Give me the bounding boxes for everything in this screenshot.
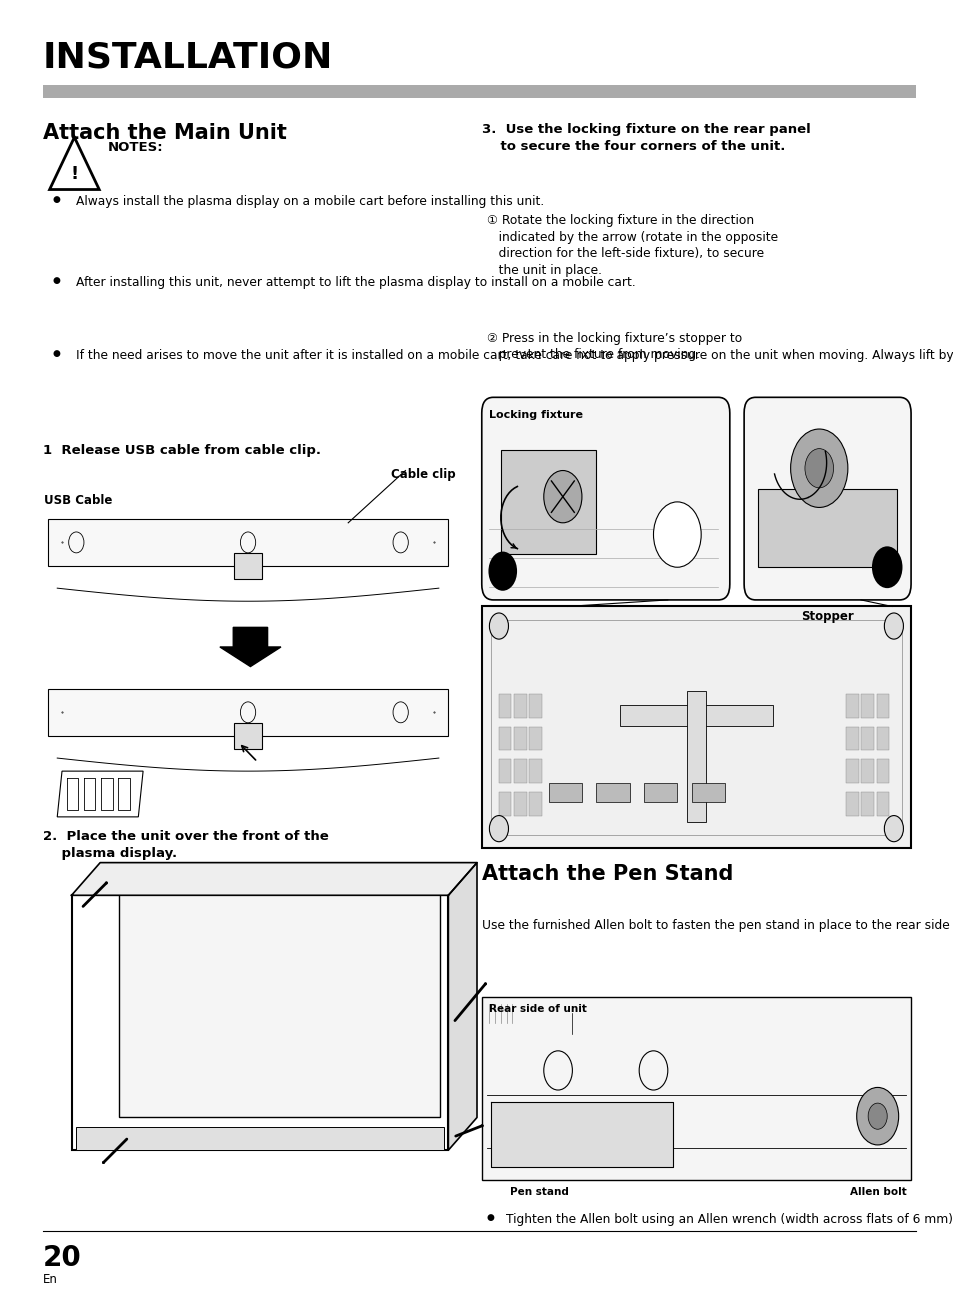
- FancyBboxPatch shape: [514, 694, 526, 718]
- Text: Pen stand: Pen stand: [510, 1187, 569, 1197]
- Polygon shape: [67, 778, 78, 810]
- FancyBboxPatch shape: [876, 727, 888, 750]
- Text: Attach the Main Unit: Attach the Main Unit: [43, 123, 287, 142]
- FancyBboxPatch shape: [514, 727, 526, 750]
- FancyBboxPatch shape: [876, 694, 888, 718]
- FancyBboxPatch shape: [845, 727, 858, 750]
- Polygon shape: [448, 863, 476, 1150]
- Circle shape: [488, 552, 517, 591]
- Text: En: En: [43, 1273, 58, 1286]
- FancyBboxPatch shape: [845, 694, 858, 718]
- Text: 3.  Use the locking fixture on the rear panel
    to secure the four corners of : 3. Use the locking fixture on the rear p…: [481, 123, 810, 153]
- Text: Cable clip: Cable clip: [391, 468, 456, 481]
- FancyBboxPatch shape: [529, 694, 541, 718]
- Text: ●: ●: [52, 195, 60, 204]
- Polygon shape: [57, 771, 143, 817]
- FancyBboxPatch shape: [233, 553, 262, 579]
- FancyBboxPatch shape: [758, 489, 896, 567]
- FancyBboxPatch shape: [861, 727, 873, 750]
- Circle shape: [871, 546, 902, 588]
- Text: Attach the Pen Stand: Attach the Pen Stand: [481, 864, 732, 884]
- FancyBboxPatch shape: [861, 694, 873, 718]
- Text: ●: ●: [52, 276, 60, 285]
- Text: Locking fixture: Locking fixture: [489, 410, 583, 421]
- Text: 2: 2: [882, 561, 891, 574]
- FancyBboxPatch shape: [43, 85, 915, 98]
- FancyBboxPatch shape: [76, 1127, 443, 1150]
- Text: Allen bolt: Allen bolt: [849, 1187, 905, 1197]
- Text: After installing this unit, never attempt to lift the plasma display to install : After installing this unit, never attemp…: [76, 276, 636, 289]
- FancyBboxPatch shape: [48, 689, 448, 736]
- Circle shape: [883, 613, 902, 639]
- FancyBboxPatch shape: [743, 397, 910, 600]
- FancyBboxPatch shape: [233, 723, 262, 749]
- FancyBboxPatch shape: [498, 792, 511, 816]
- FancyBboxPatch shape: [498, 694, 511, 718]
- FancyBboxPatch shape: [876, 759, 888, 783]
- Polygon shape: [491, 1102, 672, 1167]
- Text: Always install the plasma display on a mobile cart before installing this unit.: Always install the plasma display on a m…: [76, 195, 544, 208]
- Text: ① Rotate the locking fixture in the direction
   indicated by the arrow (rotate : ① Rotate the locking fixture in the dire…: [486, 214, 777, 277]
- Text: USB Cable: USB Cable: [44, 494, 112, 507]
- FancyBboxPatch shape: [548, 783, 581, 802]
- FancyBboxPatch shape: [481, 997, 910, 1180]
- Polygon shape: [71, 863, 476, 895]
- Text: Rear side of unit: Rear side of unit: [489, 1004, 587, 1014]
- Text: 20: 20: [43, 1244, 82, 1272]
- FancyBboxPatch shape: [845, 759, 858, 783]
- FancyBboxPatch shape: [119, 884, 439, 1117]
- FancyBboxPatch shape: [500, 450, 596, 554]
- Circle shape: [804, 448, 833, 488]
- FancyBboxPatch shape: [691, 783, 724, 802]
- FancyBboxPatch shape: [481, 606, 910, 848]
- FancyBboxPatch shape: [861, 759, 873, 783]
- Text: Use the furnished Allen bolt to fasten the pen stand in place to the rear side o: Use the furnished Allen bolt to fasten t…: [481, 919, 953, 932]
- Text: !: !: [71, 165, 78, 183]
- Polygon shape: [118, 778, 130, 810]
- FancyBboxPatch shape: [619, 704, 772, 725]
- FancyBboxPatch shape: [514, 792, 526, 816]
- Circle shape: [489, 613, 508, 639]
- FancyBboxPatch shape: [529, 727, 541, 750]
- Text: 1: 1: [497, 565, 507, 578]
- Polygon shape: [101, 778, 112, 810]
- Text: INSTALLATION: INSTALLATION: [43, 41, 333, 74]
- Circle shape: [653, 502, 700, 567]
- Text: 2.  Place the unit over the front of the
    plasma display.: 2. Place the unit over the front of the …: [43, 830, 329, 860]
- FancyBboxPatch shape: [514, 759, 526, 783]
- FancyBboxPatch shape: [48, 519, 448, 566]
- FancyBboxPatch shape: [481, 397, 729, 600]
- Text: ② Press in the locking fixture’s stopper to
   prevent the fixture from moving.: ② Press in the locking fixture’s stopper…: [486, 332, 741, 362]
- FancyBboxPatch shape: [529, 792, 541, 816]
- FancyBboxPatch shape: [529, 759, 541, 783]
- Text: ●: ●: [52, 349, 60, 358]
- Text: NOTES:: NOTES:: [108, 141, 163, 154]
- Circle shape: [790, 429, 847, 507]
- FancyBboxPatch shape: [876, 792, 888, 816]
- Circle shape: [883, 816, 902, 842]
- FancyBboxPatch shape: [686, 691, 705, 822]
- Circle shape: [867, 1103, 886, 1129]
- FancyBboxPatch shape: [498, 727, 511, 750]
- Text: ●: ●: [486, 1213, 494, 1222]
- Polygon shape: [84, 778, 95, 810]
- Text: 1  Release USB cable from cable clip.: 1 Release USB cable from cable clip.: [43, 444, 320, 457]
- FancyBboxPatch shape: [845, 792, 858, 816]
- FancyBboxPatch shape: [861, 792, 873, 816]
- Polygon shape: [219, 627, 280, 667]
- Circle shape: [489, 816, 508, 842]
- Text: Tighten the Allen bolt using an Allen wrench (width across flats of 6 mm).: Tighten the Allen bolt using an Allen wr…: [505, 1213, 953, 1226]
- FancyBboxPatch shape: [498, 759, 511, 783]
- Text: Stopper: Stopper: [801, 610, 853, 623]
- Text: If the need arises to move the unit after it is installed on a mobile cart, take: If the need arises to move the unit afte…: [76, 349, 953, 362]
- FancyBboxPatch shape: [643, 783, 677, 802]
- Circle shape: [543, 471, 581, 523]
- Circle shape: [856, 1087, 898, 1145]
- FancyBboxPatch shape: [596, 783, 629, 802]
